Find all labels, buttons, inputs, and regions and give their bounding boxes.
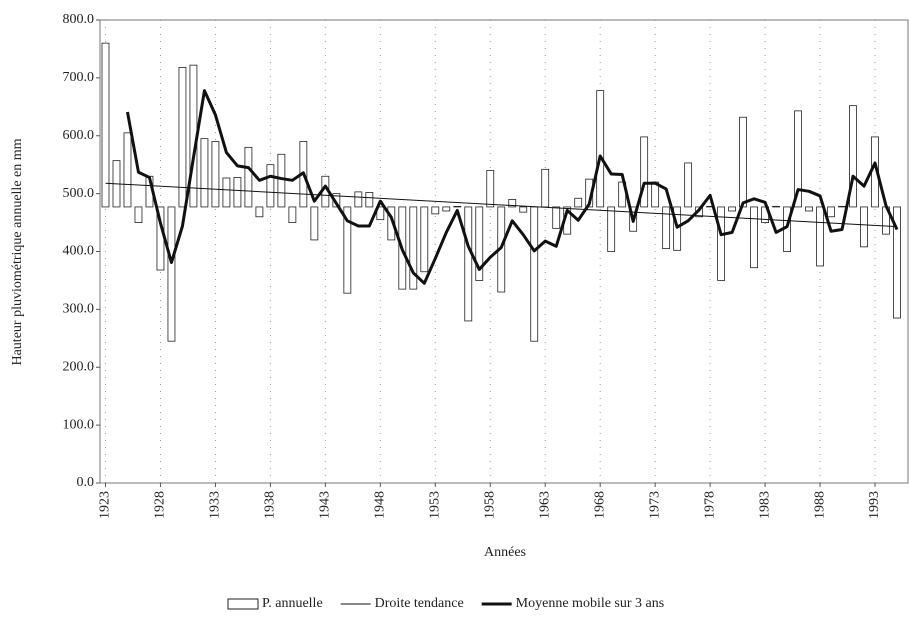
bar <box>816 206 824 267</box>
line <box>105 182 898 228</box>
x-tick-label: 1943 <box>318 491 333 519</box>
bar <box>123 132 132 208</box>
x-tick-label: 1963 <box>537 491 552 519</box>
bar <box>288 206 297 223</box>
bar <box>607 206 616 252</box>
bar <box>794 110 802 208</box>
bar <box>431 206 440 215</box>
x-tick-label: 1968 <box>592 491 607 519</box>
bar <box>541 168 550 208</box>
bar <box>277 153 286 208</box>
bar <box>365 192 374 208</box>
bar <box>805 206 813 212</box>
bar <box>838 205 846 208</box>
x-tick-label: 1948 <box>373 491 388 519</box>
y-tick-label: 100.0 <box>63 417 95 432</box>
bar <box>739 116 748 208</box>
y-tick-label: 500.0 <box>63 186 95 201</box>
bar <box>508 199 517 208</box>
bar <box>772 205 780 208</box>
bar <box>574 197 583 208</box>
bar <box>684 162 693 208</box>
x-tick-label: 1928 <box>153 491 168 519</box>
bar <box>519 206 528 213</box>
bar <box>167 206 176 342</box>
bar <box>409 206 418 290</box>
x-tick-label: 1978 <box>702 491 717 519</box>
bar <box>530 206 539 342</box>
bar <box>255 206 264 218</box>
bar <box>849 105 857 208</box>
bar <box>266 164 275 208</box>
x-axis-label: Années <box>484 545 526 560</box>
x-tick-label: 1973 <box>647 491 662 519</box>
bar <box>717 206 726 281</box>
bar <box>134 206 143 223</box>
bar <box>101 42 110 208</box>
bar <box>662 206 671 250</box>
bar <box>211 141 220 208</box>
legend-swatch <box>227 598 259 610</box>
y-tick-label: 300.0 <box>63 302 95 317</box>
x-tick-label: 1923 <box>98 491 113 519</box>
bar <box>233 177 242 208</box>
legend-label: P. annuelle <box>262 596 323 611</box>
bar <box>244 146 253 208</box>
bar <box>310 206 319 241</box>
bar <box>464 206 473 322</box>
bar <box>893 206 901 319</box>
x-tick-label: 1953 <box>428 491 443 519</box>
bar <box>354 191 363 208</box>
y-tick-label: 600.0 <box>63 128 95 143</box>
bar <box>827 206 835 218</box>
y-axis-label: Hauteur pluviométrique annuelle en mm <box>10 138 25 365</box>
bar <box>475 206 484 281</box>
bar <box>222 177 231 208</box>
y-tick-label: 400.0 <box>63 244 95 259</box>
bar <box>442 206 451 212</box>
line <box>126 89 899 285</box>
x-tick-label: 1933 <box>208 491 223 519</box>
y-tick-label: 800.0 <box>63 12 95 27</box>
bar <box>453 205 462 208</box>
x-tick-label: 1993 <box>867 491 882 519</box>
x-tick-label: 1988 <box>812 491 827 519</box>
bar <box>343 206 352 294</box>
y-tick-label: 200.0 <box>63 359 95 374</box>
bar <box>860 206 868 248</box>
bar <box>750 206 758 269</box>
bar <box>178 67 187 208</box>
x-tick-label: 1983 <box>757 491 772 519</box>
bar <box>596 90 605 208</box>
bar <box>728 206 737 212</box>
bar <box>376 206 385 221</box>
bar <box>200 138 209 208</box>
bar <box>552 206 561 229</box>
bar <box>486 170 495 208</box>
y-tick-label: 0.0 <box>77 475 95 490</box>
bar <box>640 136 649 208</box>
y-tick-label: 700.0 <box>63 70 95 85</box>
legend-label: Moyenne mobile sur 3 ans <box>516 596 665 611</box>
x-tick-label: 1938 <box>263 491 278 519</box>
x-tick-label: 1958 <box>482 491 497 519</box>
legend-label: Droite tendance <box>375 596 464 611</box>
bar <box>420 206 429 273</box>
